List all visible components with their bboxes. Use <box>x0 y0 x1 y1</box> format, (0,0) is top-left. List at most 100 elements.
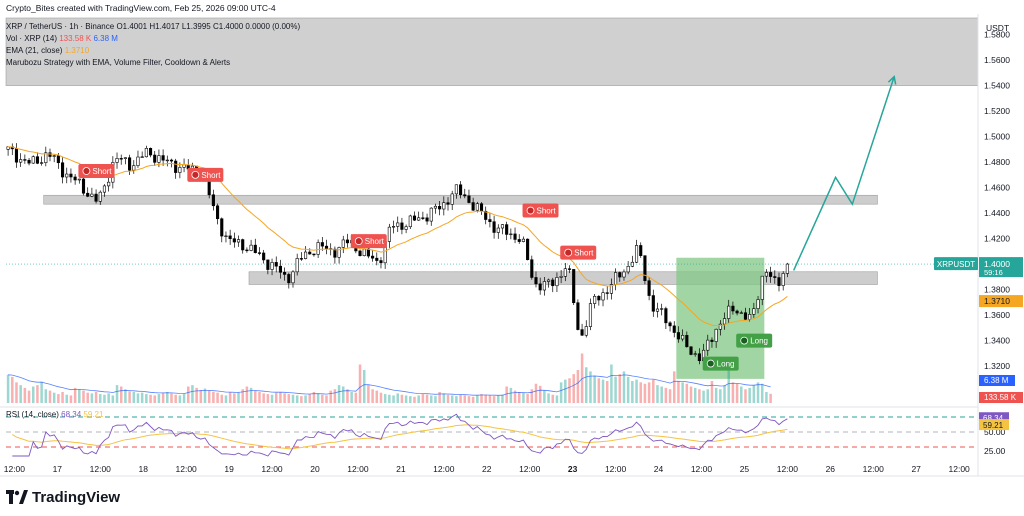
volume-bar <box>643 383 647 403</box>
volume-bar <box>442 393 446 403</box>
volume-ma-tag-bg <box>979 375 1015 386</box>
candle <box>316 242 320 255</box>
tradingview-logo[interactable]: TradingView <box>6 487 120 507</box>
price-axis-unit: USDT <box>986 23 1009 33</box>
candle <box>136 156 140 166</box>
volume-bar <box>304 395 307 403</box>
candle <box>634 245 639 263</box>
candle <box>228 235 232 239</box>
price-tick-label: 1.5600 <box>984 55 1010 65</box>
candle <box>597 295 601 301</box>
strategy-legend[interactable]: Marubozu Strategy with EMA, Volume Filte… <box>6 58 230 67</box>
rsi-legend[interactable]: RSI (14, close) 68.34 59.21 <box>6 410 103 419</box>
candle <box>65 173 69 178</box>
price-tick-label: 1.5200 <box>984 106 1010 116</box>
volume-bar <box>635 379 638 403</box>
candle <box>417 217 421 221</box>
symbol-line[interactable]: XRP / TetherUS · 1h · Binance O1.4001 H1… <box>6 22 300 31</box>
candle <box>182 164 186 168</box>
candle <box>404 226 408 230</box>
volume-bar <box>593 375 596 403</box>
candle <box>722 318 727 325</box>
volume-bar <box>166 392 169 403</box>
candle <box>484 210 488 220</box>
candle <box>283 271 287 275</box>
volume-indicator-legend[interactable]: Vol · XRP (14) 133.58 K 6.38 M <box>6 34 118 43</box>
volume-bar <box>212 392 215 403</box>
candle <box>379 260 383 264</box>
candle <box>530 259 534 278</box>
volume-bar <box>534 383 538 403</box>
volume-bar <box>526 394 529 403</box>
volume-bar <box>316 393 320 403</box>
candle <box>622 271 626 278</box>
rsi-tag: 68.34 <box>983 414 1004 423</box>
candle <box>605 292 609 294</box>
candle <box>98 191 102 202</box>
candle <box>19 159 23 163</box>
volume-bar <box>73 387 77 403</box>
volume-bar <box>103 394 106 403</box>
volume-bar <box>178 395 182 403</box>
volume-bar <box>161 392 165 403</box>
signal-short-3[interactable]: Short <box>522 203 559 218</box>
candle <box>764 272 768 277</box>
signal-long-5[interactable]: Long <box>702 356 739 371</box>
signal-short-2[interactable]: Short <box>350 234 387 249</box>
volume-bar <box>61 392 64 403</box>
volume-bar <box>744 389 747 403</box>
candle <box>86 192 90 197</box>
volume-bar <box>555 395 559 403</box>
volume-bar <box>618 374 622 403</box>
candle <box>165 159 169 162</box>
candle <box>773 276 777 278</box>
volume-bar <box>631 381 634 403</box>
candle <box>94 193 98 202</box>
rsi-ma-tag: 59.21 <box>983 421 1004 430</box>
signal-label: Short <box>574 249 594 258</box>
volume-bar <box>735 383 739 403</box>
price-tick-label: 1.5800 <box>984 30 1010 40</box>
volume-bar <box>287 394 291 403</box>
candle <box>366 248 370 257</box>
volume-bar <box>107 393 110 403</box>
signal-short-4[interactable]: Short <box>560 245 597 260</box>
candle <box>31 156 35 164</box>
candle <box>77 178 81 181</box>
candle <box>257 252 262 254</box>
volume-bar <box>538 385 542 403</box>
volume-bar <box>174 394 177 403</box>
candle <box>614 272 618 285</box>
upper-gray-zone <box>5 17 979 86</box>
candle <box>538 283 542 291</box>
volume-bar <box>136 393 140 403</box>
volume-bar <box>241 389 244 403</box>
time-tick-label: 17 <box>53 464 63 474</box>
short-signal-icon <box>526 206 535 215</box>
candle <box>563 268 567 277</box>
time-tick-label: 12:00 <box>4 464 26 474</box>
candle <box>345 239 350 244</box>
candle <box>781 273 785 286</box>
ema-legend[interactable]: EMA (21, close) 1.3710 <box>6 46 89 55</box>
signal-short-0[interactable]: Short <box>78 164 115 179</box>
volume-bar <box>346 389 349 403</box>
volume-bar <box>727 370 730 403</box>
signal-long-6[interactable]: Long <box>736 333 773 348</box>
candle <box>14 148 19 163</box>
candle <box>44 152 48 163</box>
time-tick-label: 12:00 <box>691 464 713 474</box>
signal-short-1[interactable]: Short <box>187 167 224 182</box>
candle <box>396 222 400 227</box>
projection-path <box>792 76 895 271</box>
volume-bar <box>279 392 282 403</box>
volume-bar <box>677 381 680 403</box>
volume-bar <box>170 393 173 403</box>
tradingview-logo-icon <box>6 490 28 504</box>
price-tick-label: 1.3600 <box>984 310 1010 320</box>
volume-bar <box>429 395 433 403</box>
candle <box>358 250 362 257</box>
volume-bar <box>551 394 555 403</box>
candle <box>169 159 174 162</box>
